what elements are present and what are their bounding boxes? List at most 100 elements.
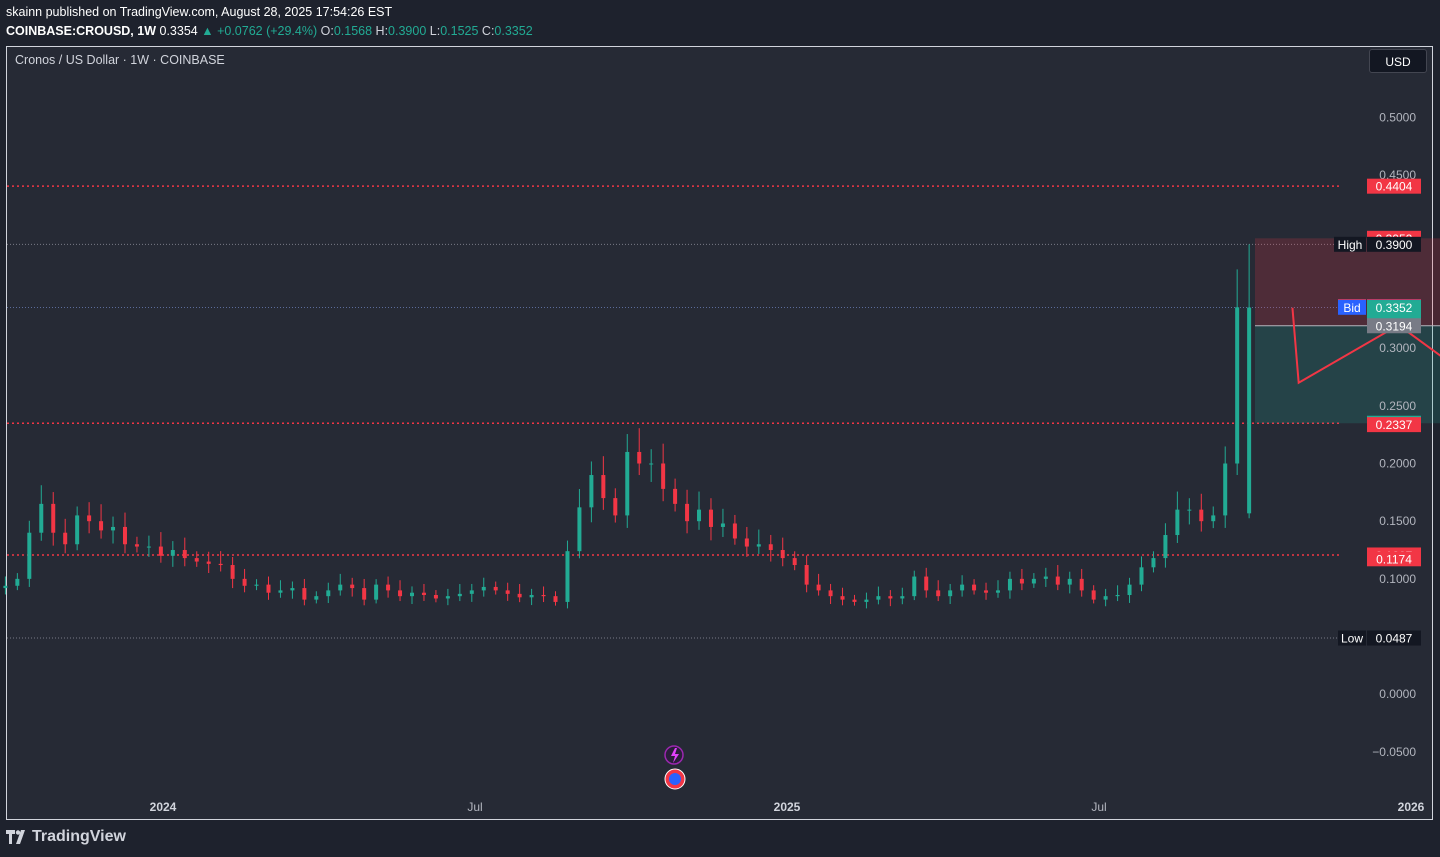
candle-body bbox=[27, 532, 32, 579]
price-tag bbox=[1367, 178, 1421, 194]
x-tick-label: 2026 bbox=[1398, 800, 1425, 814]
candle-body bbox=[15, 578, 20, 586]
candle-body bbox=[804, 565, 809, 585]
candle-body bbox=[3, 585, 8, 589]
candle-body bbox=[1139, 567, 1144, 585]
candle-body bbox=[1211, 515, 1216, 522]
y-tick-label: 0.0000 bbox=[1379, 687, 1416, 701]
candle-body bbox=[302, 588, 307, 600]
price-tag-prefix-label: Bid bbox=[1343, 301, 1360, 315]
candle-body bbox=[577, 507, 582, 552]
candle-body bbox=[792, 558, 797, 566]
candle-body bbox=[625, 451, 630, 516]
economic-event-flag-inner-icon bbox=[669, 773, 681, 785]
candle-body bbox=[134, 544, 139, 547]
candle-body bbox=[936, 590, 941, 597]
candle-body bbox=[1079, 578, 1084, 591]
price-change: ▲ +0.0762 (+29.4%) bbox=[201, 24, 318, 38]
price-tag bbox=[1367, 630, 1421, 646]
candle-body bbox=[469, 590, 474, 594]
candle-body bbox=[206, 561, 211, 564]
candle-body bbox=[840, 596, 845, 600]
currency-button[interactable]: USD bbox=[1369, 49, 1427, 73]
candle-body bbox=[266, 584, 271, 593]
candle-body bbox=[637, 451, 642, 464]
publish-info: skainn published on TradingView.com, Aug… bbox=[6, 5, 393, 19]
candle-body bbox=[1115, 595, 1120, 597]
candle-body bbox=[1067, 578, 1072, 585]
candle-body bbox=[553, 596, 558, 602]
candle-body bbox=[362, 588, 367, 600]
candle-body bbox=[1175, 509, 1180, 536]
y-tick-label: −0.0500 bbox=[1372, 745, 1416, 759]
candle-body bbox=[720, 523, 725, 527]
candle-body bbox=[493, 586, 498, 591]
y-tick-label: 0.2500 bbox=[1379, 399, 1416, 413]
low-value: 0.1525 bbox=[440, 24, 479, 38]
candle-body bbox=[1091, 590, 1096, 600]
chart-header: skainn published on TradingView.com, Aug… bbox=[6, 3, 533, 41]
candle-body bbox=[1223, 463, 1228, 516]
candle-body bbox=[995, 590, 1000, 593]
take-profit-zone bbox=[1255, 325, 1440, 424]
candle-body bbox=[326, 590, 331, 597]
price-tag-label: 0.2337 bbox=[1376, 418, 1413, 432]
candle-body bbox=[63, 532, 68, 545]
symbol-ohlc-line: COINBASE:CROUSD, 1W 0.3354 ▲ +0.0762 (+2… bbox=[6, 22, 533, 41]
x-tick-label: Jul bbox=[467, 800, 482, 814]
footer-brand: TradingView bbox=[6, 828, 126, 846]
candle-body bbox=[601, 475, 606, 499]
candle-body bbox=[111, 526, 116, 531]
candle-body bbox=[338, 584, 343, 591]
candle-body bbox=[457, 593, 462, 597]
close-label: C: bbox=[481, 24, 495, 38]
symbol-name[interactable]: COINBASE:CROUSD, 1W bbox=[6, 24, 157, 38]
y-tick-label: 0.4500 bbox=[1379, 168, 1416, 182]
candle-body bbox=[481, 586, 486, 591]
candle-body bbox=[529, 595, 534, 598]
high-value: 0.3900 bbox=[388, 24, 427, 38]
chart-frame[interactable] bbox=[6, 46, 1433, 820]
candle-body bbox=[170, 550, 175, 556]
candle-body bbox=[756, 544, 761, 547]
price-tag bbox=[1367, 551, 1421, 567]
low-label: L: bbox=[429, 24, 441, 38]
candle-body bbox=[1247, 307, 1252, 514]
y-tick-label: 0.2000 bbox=[1379, 457, 1416, 471]
price-tag-prefix bbox=[1338, 299, 1366, 315]
close-value: 0.3352 bbox=[494, 24, 533, 38]
candle-body bbox=[1043, 576, 1048, 579]
x-tick-label: 2024 bbox=[150, 800, 177, 814]
chart-legend-title: Cronos / US Dollar · 1W · COINBASE bbox=[15, 53, 225, 67]
open-label: O: bbox=[320, 24, 334, 38]
candle-body bbox=[410, 592, 415, 597]
candle-body bbox=[99, 521, 104, 531]
candle-body bbox=[314, 596, 319, 600]
candle-body bbox=[445, 596, 450, 599]
candles-group bbox=[3, 244, 1252, 609]
candle-body bbox=[541, 595, 546, 597]
candle-body bbox=[744, 538, 749, 547]
candle-body bbox=[182, 550, 187, 559]
candle-body bbox=[398, 590, 403, 597]
price-tag-label: 0.0487 bbox=[1376, 632, 1413, 646]
candle-body bbox=[1187, 509, 1192, 511]
candle-body bbox=[900, 596, 905, 599]
candle-body bbox=[1031, 578, 1036, 584]
candle-body bbox=[1007, 578, 1012, 591]
brand-name: TradingView bbox=[32, 828, 126, 845]
candle-body bbox=[984, 590, 989, 593]
price-tag-label: 0.3352 bbox=[1376, 301, 1413, 315]
candle-body bbox=[816, 584, 821, 591]
price-tag-prefix bbox=[1334, 236, 1366, 252]
high-label: H: bbox=[375, 24, 389, 38]
candle-body bbox=[613, 498, 618, 516]
y-tick-label: 0.5000 bbox=[1379, 110, 1416, 124]
candle-body bbox=[565, 551, 570, 602]
candle-body bbox=[290, 588, 295, 591]
candle-body bbox=[852, 599, 857, 602]
candle-body bbox=[433, 595, 438, 599]
open-value: 0.1568 bbox=[333, 24, 373, 38]
price-tag-label: 0.1174 bbox=[1376, 552, 1412, 566]
